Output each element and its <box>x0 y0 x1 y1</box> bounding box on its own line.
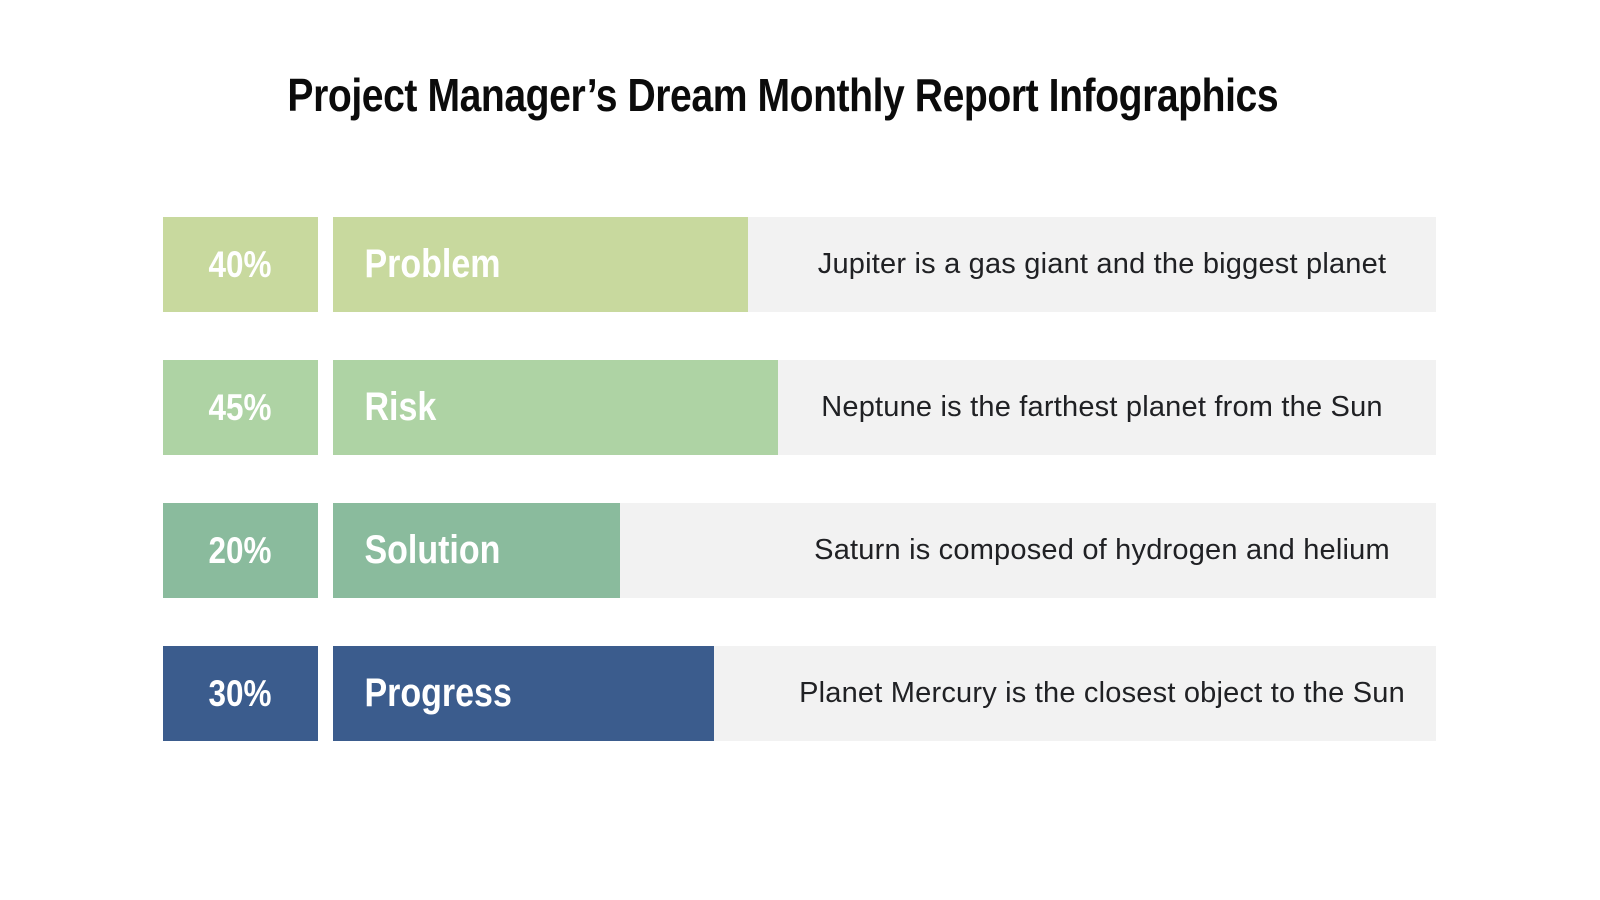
bar-label: Solution <box>364 528 501 572</box>
percent-value: 30% <box>209 672 272 714</box>
report-row-risk: 45% Risk Neptune is the farthest planet … <box>163 360 1436 455</box>
bar-description: Planet Mercury is the closest object to … <box>799 677 1405 709</box>
bar-description: Saturn is composed of hydrogen and heliu… <box>814 534 1390 566</box>
percent-value: 45% <box>209 386 272 428</box>
report-rows: 40% Problem Jupiter is a gas giant and t… <box>163 217 1436 741</box>
bar-fill: Progress <box>333 646 714 741</box>
report-row-problem: 40% Problem Jupiter is a gas giant and t… <box>163 217 1436 312</box>
bar-track: Risk Neptune is the farthest planet from… <box>333 360 1436 455</box>
bar-fill: Risk <box>333 360 778 455</box>
badge-bar-gap <box>318 646 333 741</box>
percent-badge: 30% <box>163 646 318 741</box>
bar-description: Jupiter is a gas giant and the biggest p… <box>817 248 1387 280</box>
report-row-progress: 30% Progress Planet Mercury is the close… <box>163 646 1436 741</box>
badge-bar-gap <box>318 360 333 455</box>
report-row-solution: 20% Solution Saturn is composed of hydro… <box>163 503 1436 598</box>
bar-fill: Solution <box>333 503 620 598</box>
percent-value: 20% <box>209 529 272 571</box>
percent-value: 40% <box>209 243 272 285</box>
bar-track: Solution Saturn is composed of hydrogen … <box>333 503 1436 598</box>
bar-track: Progress Planet Mercury is the closest o… <box>333 646 1436 741</box>
bar-label: Problem <box>364 242 501 286</box>
percent-badge: 45% <box>163 360 318 455</box>
percent-badge: 20% <box>163 503 318 598</box>
bar-track: Problem Jupiter is a gas giant and the b… <box>333 217 1436 312</box>
bar-description: Neptune is the farthest planet from the … <box>821 391 1383 423</box>
bar-fill: Problem <box>333 217 748 312</box>
percent-badge: 40% <box>163 217 318 312</box>
badge-bar-gap <box>318 503 333 598</box>
badge-bar-gap <box>318 217 333 312</box>
bar-label: Progress <box>364 671 512 715</box>
page-title-text: Project Manager’s Dream Monthly Report I… <box>287 69 1279 121</box>
page-title: Project Manager’s Dream Monthly Report I… <box>0 68 1566 122</box>
bar-label: Risk <box>364 385 437 429</box>
